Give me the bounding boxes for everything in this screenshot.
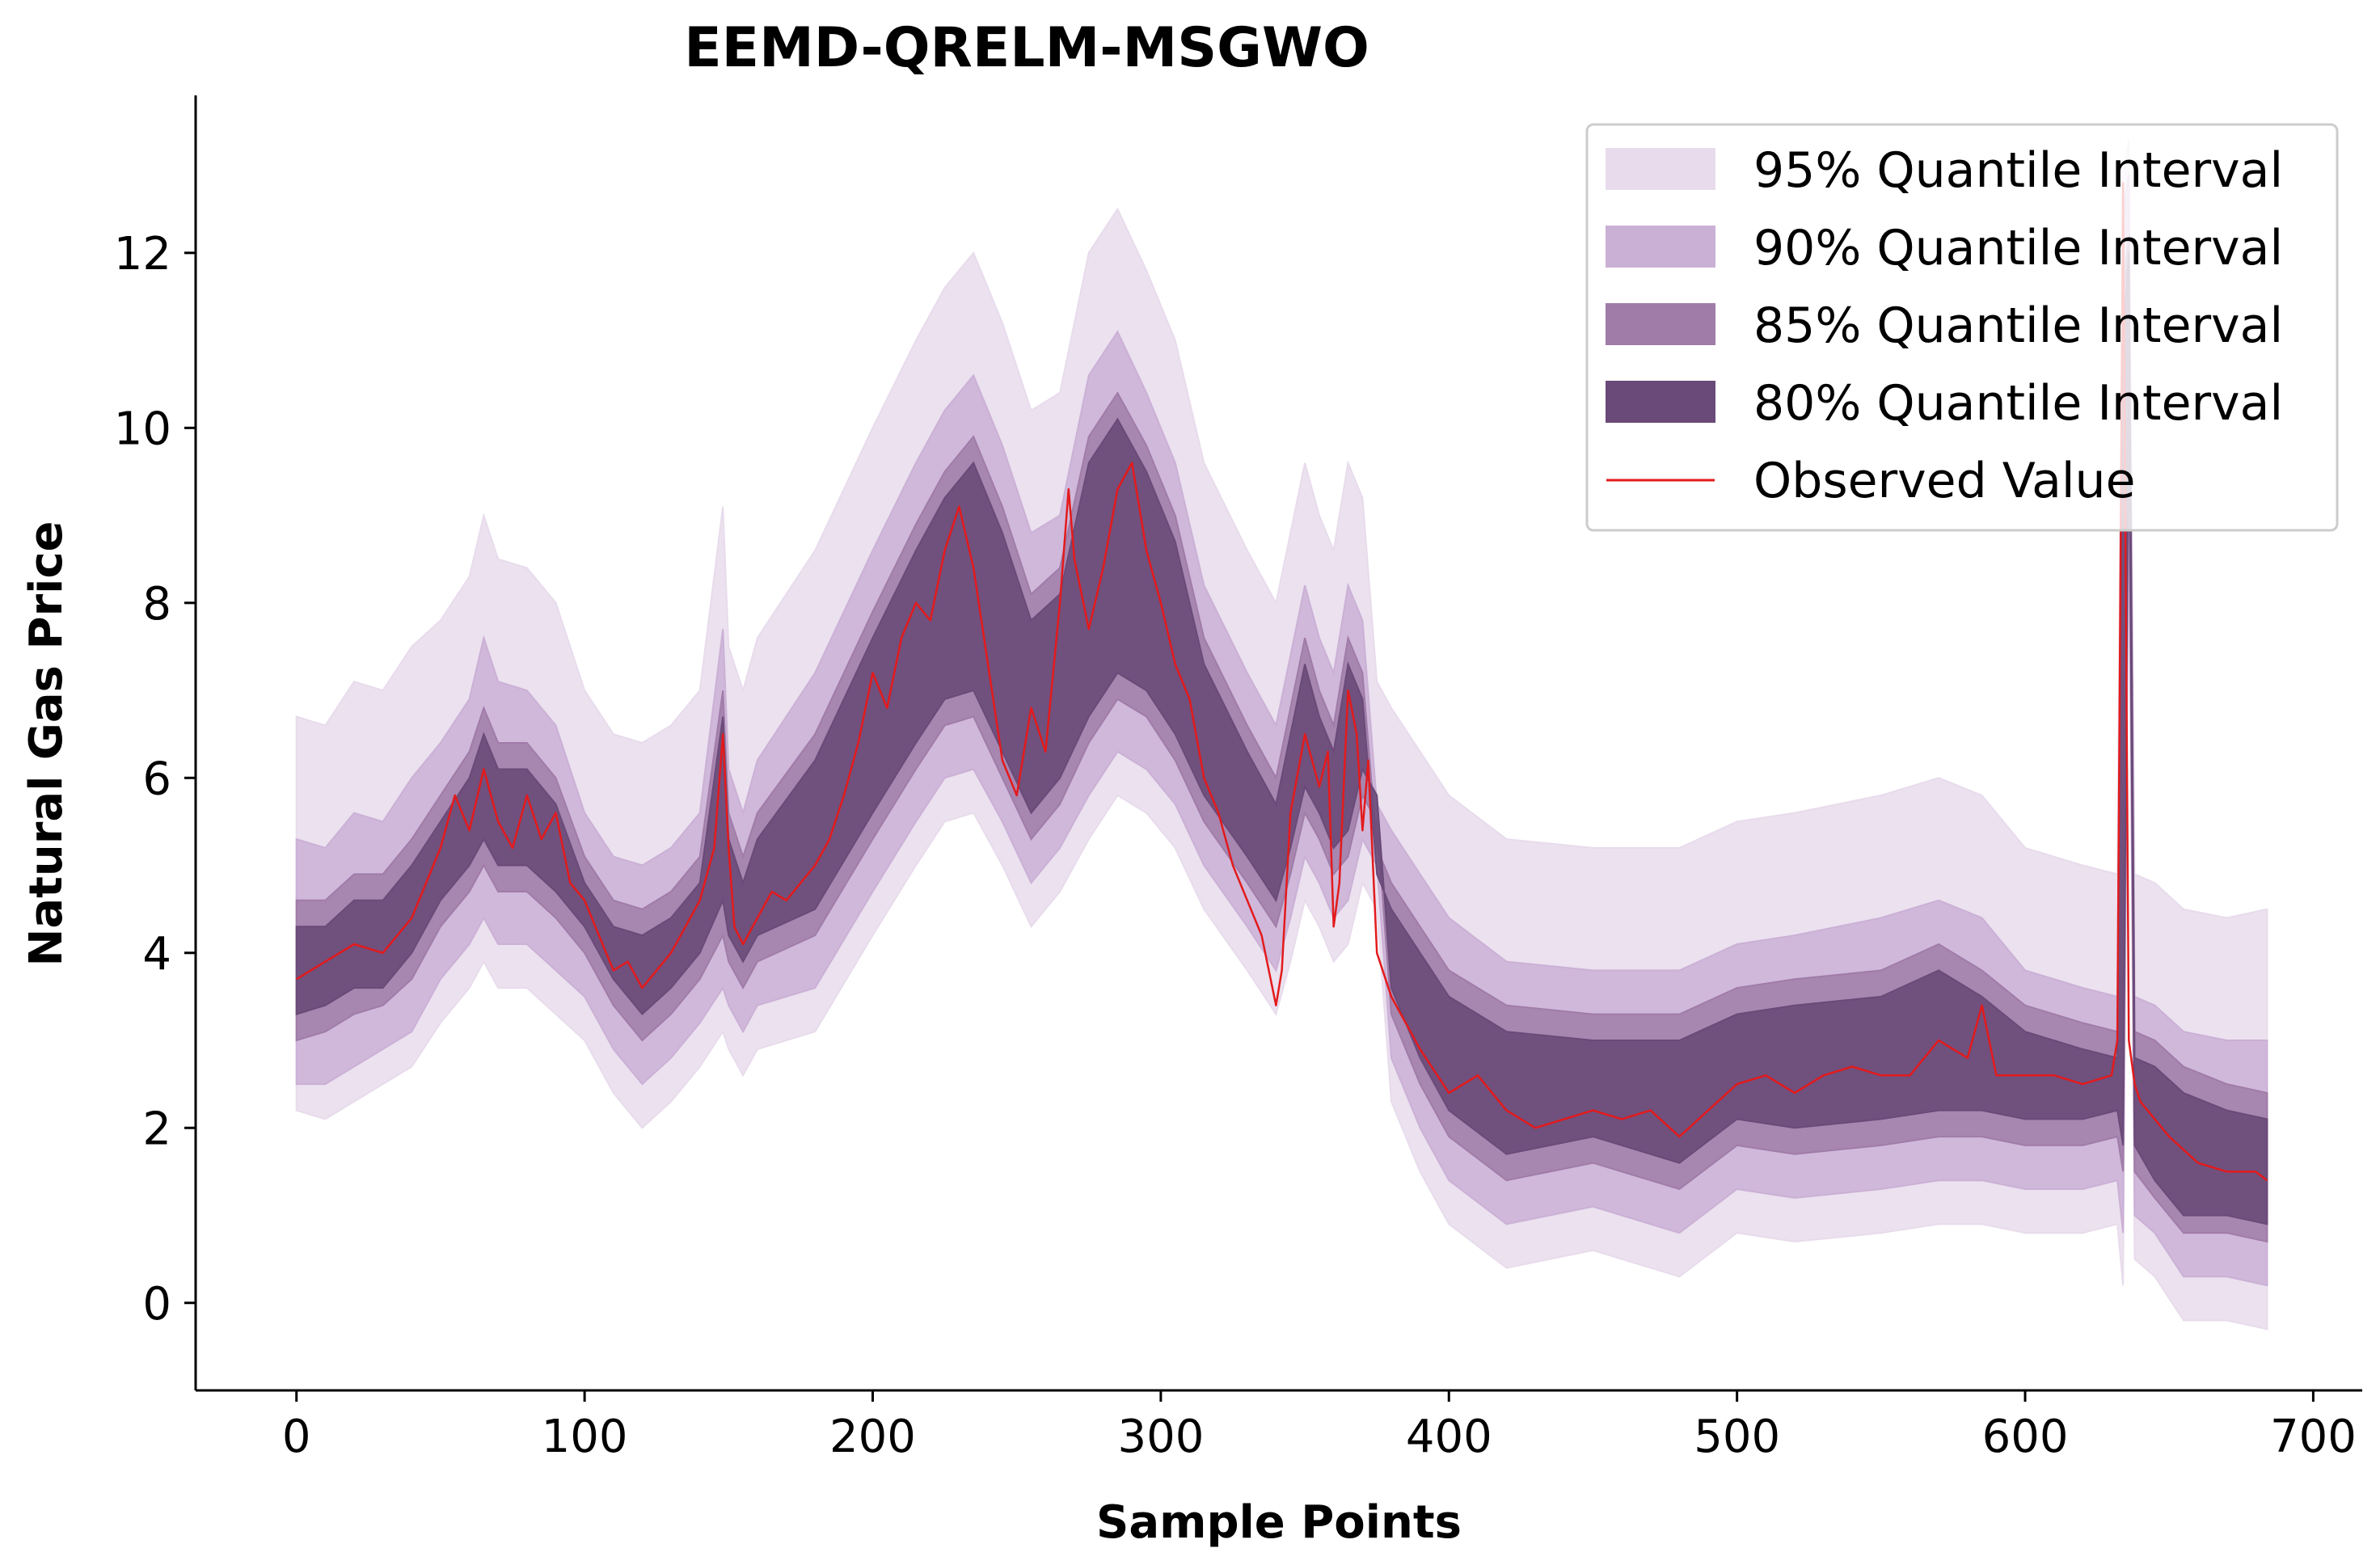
- y-tick-label: 10: [114, 403, 171, 455]
- band-3: [295, 235, 2268, 1243]
- legend-label: 90% Quantile Interval: [1753, 220, 2283, 276]
- chart-title: EEMD-QRELM-MSGWO: [684, 16, 1369, 80]
- legend-swatch: [1606, 226, 1715, 268]
- y-axis-label: Natural Gas Price: [20, 521, 73, 966]
- band-4: [295, 252, 2268, 1225]
- y-tick-label: 6: [142, 753, 171, 805]
- x-tick-label: 100: [542, 1411, 628, 1463]
- x-tick-label: 0: [282, 1411, 311, 1463]
- legend: 95% Quantile Interval 90% Quantile Interv…: [1585, 123, 2339, 532]
- legend-frame: [1585, 123, 2339, 532]
- y-tick-label: 0: [142, 1278, 171, 1331]
- x-tick-label: 600: [1982, 1411, 2069, 1463]
- legend-label: 85% Quantile Interval: [1753, 297, 2283, 354]
- legend-swatch: [1606, 148, 1715, 190]
- x-tick-label: 700: [2270, 1411, 2357, 1463]
- y-tick-label: 8: [142, 578, 171, 631]
- legend-label: 95% Quantile Interval: [1753, 142, 2283, 199]
- x-tick-label: 400: [1406, 1411, 1492, 1463]
- axes: 0 100 200 300 400 500 600 700 0 2 4 6 8 10 12: [114, 95, 2362, 1463]
- x-tick-label: 200: [829, 1411, 916, 1463]
- legend-swatch: [1606, 303, 1715, 345]
- legend-label: 80% Quantile Interval: [1753, 375, 2283, 432]
- x-tick-label: 300: [1117, 1411, 1204, 1463]
- observed-series: [296, 181, 2268, 1182]
- x-axis-label: Sample Points: [1096, 1496, 1462, 1549]
- y-tick-label: 2: [142, 1103, 171, 1155]
- y-tick-label: 4: [142, 928, 171, 981]
- x-tick-label: 500: [1694, 1411, 1780, 1463]
- y-tick-label: 12: [114, 228, 171, 281]
- legend-label: Observed Value: [1753, 453, 2136, 509]
- quantile-bands: [295, 138, 2268, 1331]
- observed-line: [296, 181, 2268, 1182]
- legend-swatch: [1606, 381, 1715, 423]
